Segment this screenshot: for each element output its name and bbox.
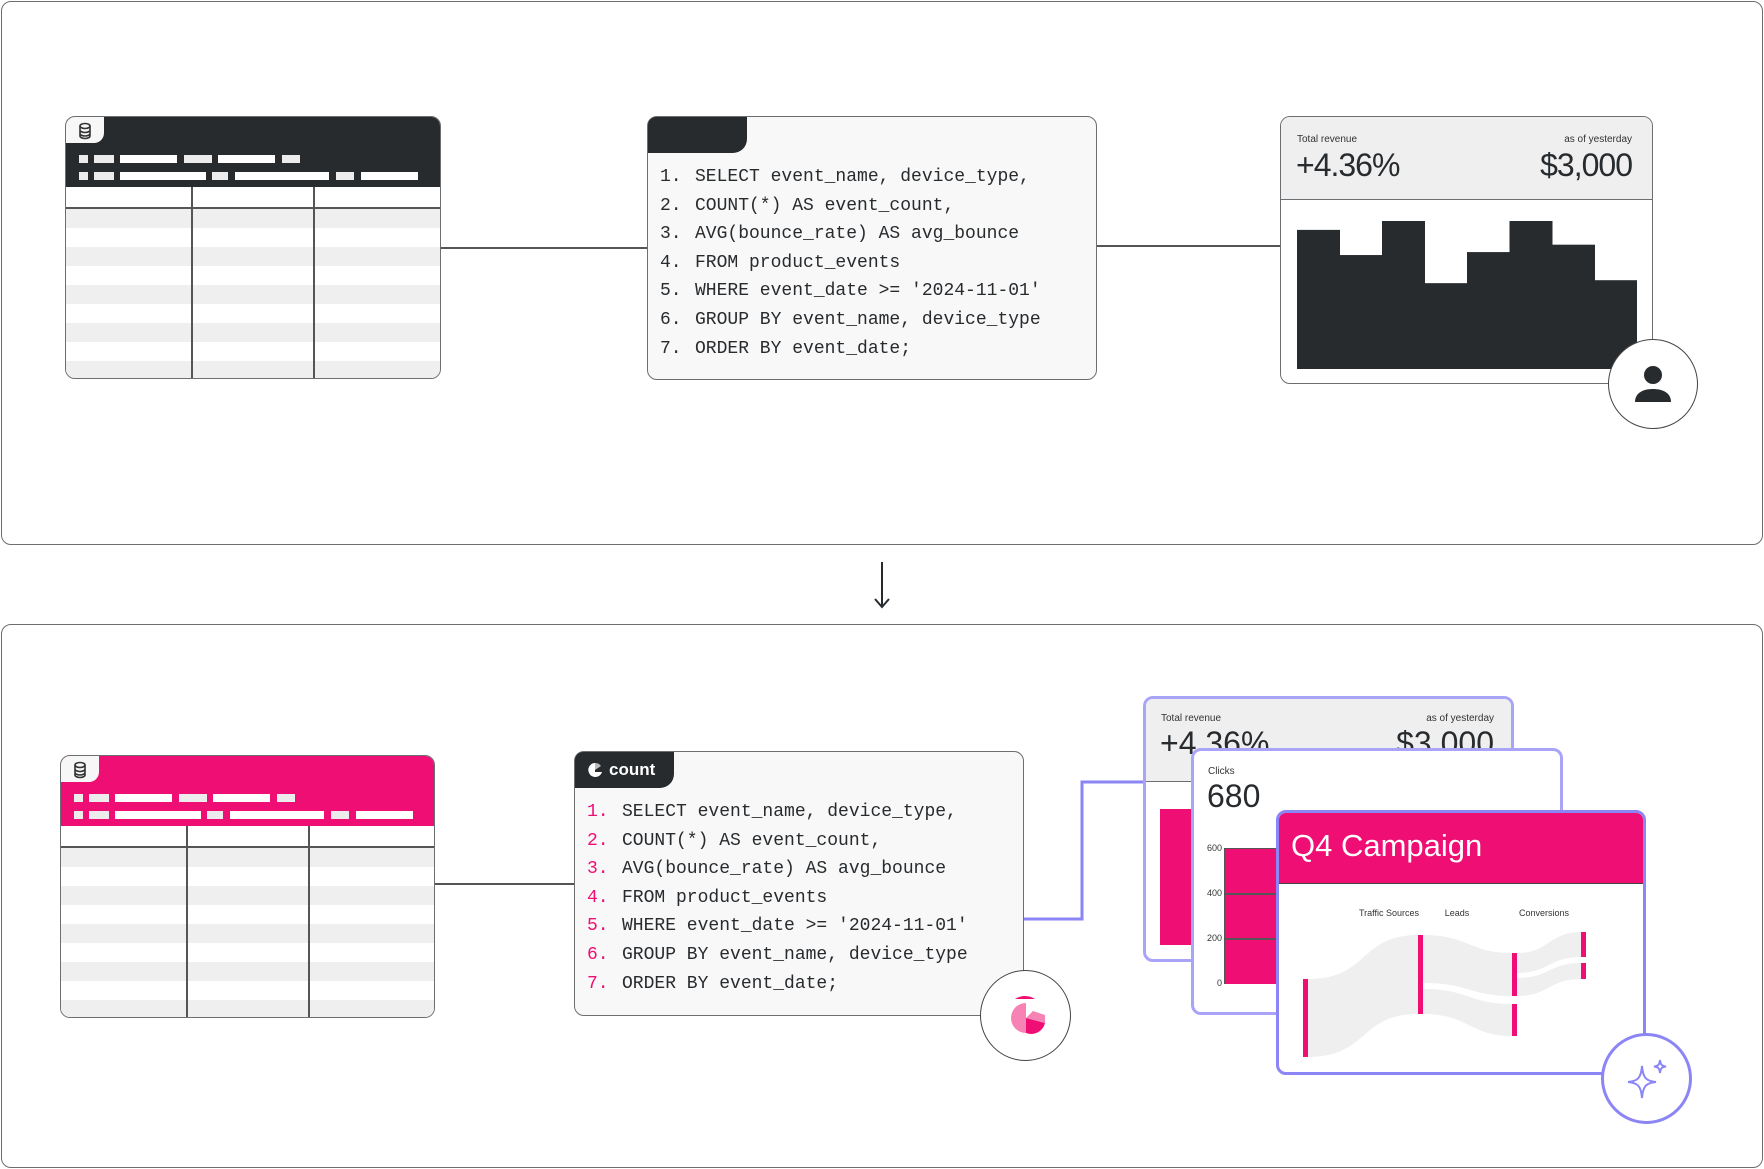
editor-tab [648,117,747,153]
kpi-label: Total revenue [1161,713,1222,724]
code-line[interactable]: AVG(bounce_rate) AS avg_bounce [695,224,1020,245]
connector [1097,245,1280,247]
bar [1424,283,1468,369]
sql-editor[interactable]: 1. SELECT event_name, device_type, 2. COUNT… [647,116,1097,380]
kpi-card: Total revenue +4.36% as of yesterday $3,… [1280,116,1653,384]
line-number: 5. [660,281,682,302]
sparkle-icon[interactable] [1601,1033,1692,1124]
line-number: 6. [587,945,609,965]
campaign-card[interactable]: Q4 Campaign Traffic Sources Leads Conver… [1276,810,1646,1075]
line-number: 2. [660,195,682,216]
campaign-title: Q4 Campaign [1291,828,1483,863]
arrow-down-icon [874,562,890,609]
line-number: 5. [587,916,609,937]
source-table [65,116,441,379]
code-line[interactable]: WHERE event_date >= '2024-11-01' [622,916,968,937]
line-number: 6. [660,310,682,330]
code-line[interactable]: COUNT(*) AS event_count, [695,195,955,216]
count-logo-icon [588,762,602,777]
y-tick: 200 [1206,933,1222,943]
kpi-as-of: as of yesterday [1426,713,1494,724]
kpi-label: Total revenue [1297,134,1358,145]
stage-label: Leads [1444,908,1470,918]
code-line[interactable]: GROUP BY event_name, device_type [622,945,968,965]
sankey-diagram [1303,932,1586,1057]
line-number: 4. [587,887,609,908]
kpi-value: $3,000 [1540,147,1633,183]
bar [1552,244,1595,369]
bar [1467,252,1510,369]
editor-tab-label: count [609,760,656,779]
line-number: 7. [660,338,682,359]
code-line[interactable]: ORDER BY event_date; [622,973,839,994]
user-icon[interactable] [1608,339,1698,429]
line-number: 1. [660,167,682,187]
y-tick: 600 [1206,843,1222,853]
code-line[interactable]: ORDER BY event_date; [695,338,912,359]
code-line[interactable]: FROM product_events [695,252,901,273]
line-number: 3. [660,224,682,245]
clicks-label: Clicks [1208,766,1235,777]
code-line[interactable]: WHERE event_date >= '2024-11-01' [695,281,1041,302]
database-icon [66,117,104,143]
kpi-as-of: as of yesterday [1564,134,1632,145]
connector [435,883,574,885]
line-number: 1. [587,802,609,822]
bar [1224,848,1284,984]
y-tick: 0 [1216,978,1222,988]
line-number: 2. [587,830,609,851]
code-line[interactable]: SELECT event_name, device_type, [622,802,957,822]
code-line[interactable]: COUNT(*) AS event_count, [622,830,882,851]
bar [1382,221,1425,369]
source-table [60,755,435,1018]
connector [441,247,647,249]
revenue-bar-chart [1297,221,1637,369]
code-line[interactable]: FROM product_events [622,887,828,908]
clicks-value: 680 [1207,778,1261,814]
kpi-change: +4.36% [1296,147,1400,183]
sql-editor[interactable]: count 1. SELECT event_name, device_type, 2… [574,751,1024,1016]
line-number: 7. [587,973,609,994]
editor-tab[interactable]: count [575,752,674,788]
code-line[interactable]: SELECT event_name, device_type, [695,167,1030,187]
code-line[interactable]: AVG(bounce_rate) AS avg_bounce [622,859,947,880]
line-number: 4. [660,252,682,273]
stage-label: Conversions [1518,908,1570,918]
line-number: 3. [587,859,609,880]
code-line[interactable]: GROUP BY event_name, device_type [695,310,1041,330]
stage-label: Traffic Sources [1358,908,1420,918]
bar [1509,221,1553,369]
bar [1339,255,1383,369]
y-tick: 400 [1206,888,1222,898]
connector [1024,780,1143,921]
count-logo-icon [980,970,1071,1061]
bar [1297,229,1340,369]
database-icon [61,756,99,782]
